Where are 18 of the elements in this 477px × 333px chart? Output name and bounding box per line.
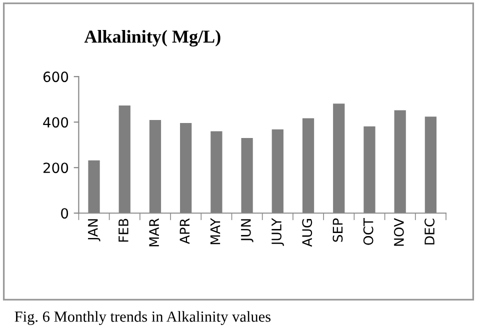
y-tick-label: 400 [43, 117, 68, 128]
y-tick-label: 200 [43, 162, 68, 174]
chart-title: Alkalinity( Mg/L) [84, 30, 220, 47]
y-tick-label: 0 [61, 208, 68, 219]
x-tick-label: OCT [363, 218, 374, 245]
x-tick-label: SEP [332, 218, 343, 242]
x-tick-label: MAR [149, 218, 159, 246]
x-tick-label: JUN [241, 219, 254, 242]
x-tick-label: DEC [424, 218, 435, 244]
caption: Fig. 6 Monthly trends in Alkalinity values [14, 311, 271, 325]
x-tick-label: AUG [302, 219, 312, 247]
x-tick-label: FEB [118, 218, 128, 242]
x-tick-label: JAN [88, 219, 100, 242]
y-tick-label: 600 [43, 72, 68, 82]
x-tick-label: APR [180, 218, 190, 244]
x-tick-label: JULY [272, 218, 284, 246]
x-tick-label: NOV [394, 218, 404, 246]
x-tick-label: MAY [210, 218, 220, 244]
